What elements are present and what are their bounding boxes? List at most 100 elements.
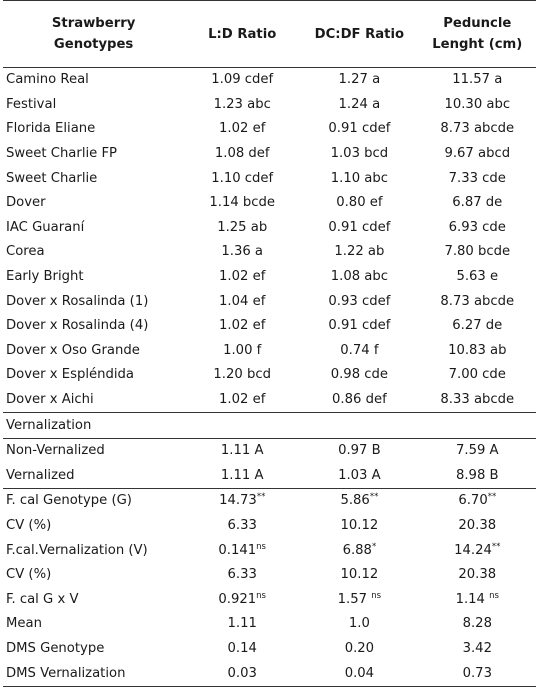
ld-ratio-cell: 6.33	[184, 514, 300, 539]
ld-ratio-cell: 1.09 cdef	[184, 68, 300, 93]
peduncle-cell: 6.70**	[418, 488, 536, 514]
ld-ratio-cell-value: 1.23 abc	[213, 96, 271, 112]
ld-ratio-cell-value: 1.25 ab	[217, 219, 268, 235]
row-label: Festival	[3, 93, 184, 118]
peduncle-cell: 7.80 bcde	[419, 240, 536, 265]
peduncle-cell: 7.00 cde	[419, 363, 536, 388]
peduncle-cell-value: 14.24	[454, 542, 492, 558]
row-label-value: IAC Guaraní	[6, 219, 85, 235]
peduncle-cell-value: 20.38	[458, 567, 497, 583]
peduncle-cell: 5.63 e	[419, 265, 536, 290]
dc-df-ratio-cell: 1.22 ab	[300, 240, 418, 265]
peduncle-cell: 8.98 B	[419, 464, 536, 489]
row-label-value: DMS Genotype	[6, 640, 105, 656]
dc-df-ratio-cell-value: 1.57	[337, 591, 372, 607]
peduncle-cell: 20.38	[419, 514, 536, 539]
ld-ratio-cell-value: 14.73	[219, 493, 257, 509]
ld-ratio-cell-value: 1.09 cdef	[211, 72, 274, 88]
table-row: CV (%) 6.33 10.12 20.38	[3, 514, 536, 539]
header-peduncle: Peduncle Lenght (cm)	[418, 0, 536, 68]
ld-ratio-cell: 1.25 ab	[184, 216, 300, 241]
dc-df-ratio-cell: 1.24 a	[300, 93, 418, 118]
row-label-value: F.cal.Vernalization (V)	[6, 542, 148, 558]
ld-ratio-cell-value: 0.14	[227, 640, 257, 656]
peduncle-cell-value: 7.80 bcde	[444, 244, 511, 260]
row-label-value: Vernalized	[6, 467, 75, 483]
table-row: Florida Eliane 1.02 ef 0.91 cdef 8.73 abcde	[3, 117, 536, 142]
table-row: F.cal.Vernalization (V) 0.141ns 6.88* 14.24…	[3, 538, 536, 563]
dc-df-ratio-cell-value: 1.24 a	[338, 96, 381, 112]
dc-df-ratio-cell-value: 0.20	[344, 640, 375, 656]
row-label-value: CV (%)	[6, 517, 52, 533]
ld-ratio-cell-value: 0.921	[218, 591, 257, 607]
dc-df-ratio-cell-value: 0.97 B	[338, 443, 381, 459]
peduncle-cell-value: 11.57 a	[452, 72, 503, 88]
peduncle-cell-value: 5.63 e	[456, 269, 499, 285]
peduncle-cell-value: 8.98 B	[455, 467, 499, 483]
dc-df-ratio-cell: 6.88*	[300, 538, 418, 563]
dc-df-ratio-cell-value: 0.80 ef	[336, 195, 383, 211]
dc-df-ratio-cell-value: 1.27 a	[338, 72, 381, 88]
dc-df-ratio-cell-value: 1.22 ab	[334, 244, 385, 260]
row-label: Florida Eliane	[3, 117, 184, 142]
ld-ratio-cell-value: 1.02 ef	[219, 269, 266, 285]
ld-ratio-cell-value: 1.11 A	[220, 467, 264, 483]
row-label-value: Festival	[6, 96, 57, 112]
dc-df-ratio-cell-value: 6.88	[342, 542, 372, 558]
ld-ratio-cell-value: 0.03	[227, 665, 257, 681]
header-genotypes-line2: Genotypes	[53, 37, 134, 52]
ld-ratio-cell: 1.23 abc	[184, 93, 300, 118]
dc-df-ratio-cell-value: 1.03 A	[338, 467, 381, 483]
dc-df-ratio-cell: 1.03 A	[300, 464, 418, 489]
dc-df-ratio-cell-significance: ns	[371, 590, 382, 601]
peduncle-cell: 6.27 de	[419, 314, 536, 339]
peduncle-cell-value: 8.73 abcde	[440, 121, 515, 137]
ld-ratio-cell: 0.921ns	[184, 587, 300, 612]
peduncle-cell-value: 10.30 abc	[444, 96, 511, 112]
ld-ratio-cell: 1.20 bcd	[184, 363, 300, 388]
dc-df-ratio-cell: 1.03 bcd	[300, 142, 418, 167]
table-row: Festival 1.23 abc 1.24 a 10.30 abc	[3, 93, 536, 118]
dc-df-ratio-cell: 0.97 B	[300, 437, 419, 464]
dc-df-ratio-cell: 0.80 ef	[300, 191, 418, 216]
peduncle-cell-value: 8.33 abcde	[440, 392, 515, 408]
header-genotypes-line1: Strawberry	[51, 16, 136, 31]
row-label: Dover x Aichi	[3, 388, 184, 413]
ld-ratio-cell: 1.04 ef	[184, 289, 300, 314]
row-label-value: F. cal Genotype (G)	[6, 493, 132, 509]
peduncle-cell: 8.33 abcde	[419, 388, 536, 413]
peduncle-cell-significance: ns	[489, 590, 499, 601]
peduncle-cell: 10.30 abc	[419, 93, 536, 118]
table-row: F. cal Genotype (G) 14.73** 5.86** 6.70**	[3, 488, 536, 514]
row-label: Camino Real	[3, 68, 184, 93]
row-label: Corea	[3, 240, 184, 265]
ld-ratio-cell-value: 6.33	[227, 567, 257, 583]
row-label: Dover x Espléndida	[3, 363, 184, 388]
table-row: CV (%) 6.33 10.12 20.38	[3, 563, 536, 588]
dc-df-ratio-cell: 0.91 cdef	[300, 117, 418, 142]
dc-df-ratio-cell-value: 5.86	[340, 493, 370, 509]
empty-cell	[300, 412, 419, 439]
row-label-value: Non-Vernalized	[6, 443, 105, 459]
dc-df-ratio-cell-value: 0.98 cde	[330, 367, 389, 383]
ld-ratio-cell-value: 1.02 ef	[219, 121, 266, 137]
row-label-value: F. cal G x V	[6, 591, 79, 607]
peduncle-cell-value: 1.14	[455, 591, 490, 607]
peduncle-cell-value: 10.83 ab	[448, 342, 507, 358]
peduncle-cell-value: 0.73	[462, 665, 492, 681]
ld-ratio-cell-value: 6.33	[227, 517, 257, 533]
dc-df-ratio-cell-value: 0.91 cdef	[328, 318, 391, 334]
ld-ratio-cell-value: 1.14 bcde	[209, 195, 276, 211]
genotype-section: Camino Real 1.09 cdef 1.27 a 11.57 a Festiva…	[3, 68, 536, 413]
header-peduncle-line2: Lenght (cm)	[432, 37, 523, 52]
table-row: F. cal G x V 0.921ns 1.57 ns 1.14 ns	[3, 587, 536, 612]
ld-ratio-cell-value: 1.00 f	[223, 342, 262, 358]
header-peduncle-line1: Peduncle	[443, 16, 512, 31]
vernalization-label: Vernalization	[3, 412, 185, 439]
ld-ratio-cell-significance: **	[256, 492, 266, 503]
dc-df-ratio-cell: 1.0	[300, 612, 418, 637]
peduncle-cell: 11.57 a	[419, 68, 536, 93]
row-label-value: Dover x Oso Grande	[6, 342, 140, 358]
dc-df-ratio-cell-significance: *	[371, 541, 377, 552]
ld-ratio-cell-value: 1.08 def	[214, 146, 270, 162]
